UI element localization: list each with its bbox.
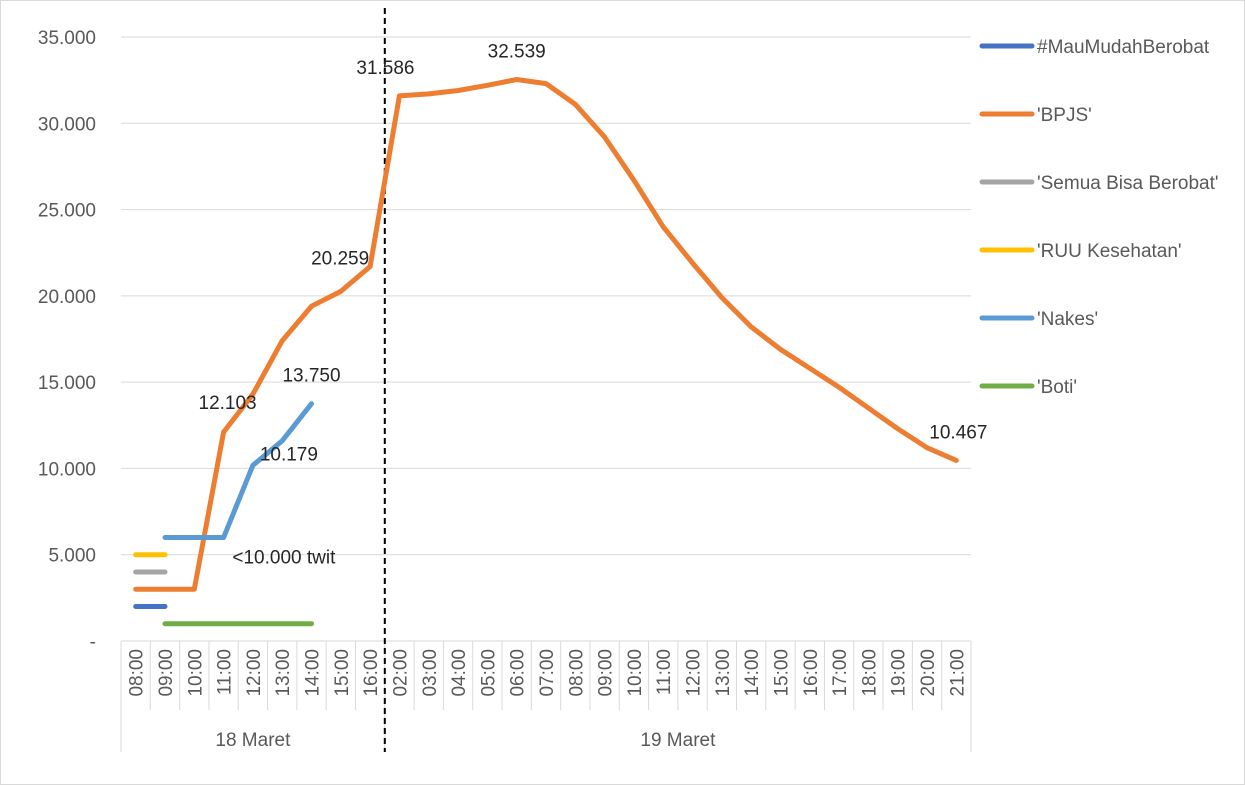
y-tick-label: 30.000 bbox=[38, 114, 96, 135]
annotation-label: <10.000 twit bbox=[232, 547, 336, 568]
x-tick-label: 12:00 bbox=[684, 649, 705, 697]
x-tick-label: 02:00 bbox=[390, 649, 411, 697]
x-tick-label: 08:00 bbox=[127, 649, 148, 697]
x-tick-label: 15:00 bbox=[332, 649, 353, 697]
legend-entry-label: 'Nakes' bbox=[1037, 309, 1098, 330]
x-tick-label: 03:00 bbox=[420, 649, 441, 697]
x-tick-label: 09:00 bbox=[596, 649, 617, 697]
x-tick-label: 17:00 bbox=[830, 649, 851, 697]
y-tick-label: 15.000 bbox=[38, 373, 96, 394]
series-line-4 bbox=[162, 401, 314, 540]
data-label: 13.750 bbox=[282, 366, 340, 387]
legend: #MauMudahBerobat 'BPJS' 'Semua Bisa Beroba… bbox=[979, 37, 1219, 398]
series-line-1 bbox=[133, 77, 959, 592]
y-tick-label: 35.000 bbox=[38, 28, 96, 49]
x-tick-label: 06:00 bbox=[508, 649, 529, 697]
y-tick-label: 10.000 bbox=[38, 459, 96, 480]
data-label: 12.103 bbox=[199, 393, 257, 414]
x-tick-label: 08:00 bbox=[566, 649, 587, 697]
data-labels: 31.586 32.539 20.259 12.103 13.750 10.179 10.4… bbox=[199, 41, 988, 568]
legend-entry-label: 'Semua Bisa Berobat' bbox=[1037, 173, 1219, 194]
y-tick-label: 25.000 bbox=[38, 201, 96, 222]
y-tick-label: 20.000 bbox=[38, 287, 96, 308]
y-tick-label: - bbox=[90, 632, 96, 653]
x-tick-label: 15:00 bbox=[771, 649, 792, 697]
legend-entry-label: 'Boti' bbox=[1037, 377, 1077, 398]
x-tick-label: 13:00 bbox=[713, 649, 734, 697]
x-tick-label: 05:00 bbox=[478, 649, 499, 697]
series-lines bbox=[133, 77, 959, 627]
data-label: 31.586 bbox=[356, 58, 414, 79]
group-label: 19 Maret bbox=[640, 730, 716, 751]
x-axis: 08:00 09:00 10:00 11:00 12:00 13:00 14:00 15:00… bbox=[120, 8, 972, 752]
x-tick-label: 16:00 bbox=[801, 649, 822, 697]
data-label: 10.467 bbox=[929, 422, 987, 443]
data-label: 32.539 bbox=[488, 41, 546, 62]
x-tick-label: 04:00 bbox=[449, 649, 470, 697]
x-tick-label: 21:00 bbox=[947, 649, 968, 697]
x-tick-label: 11:00 bbox=[215, 649, 236, 695]
legend-entry-label: 'BPJS' bbox=[1037, 105, 1092, 126]
x-tick-label: 20:00 bbox=[918, 649, 939, 697]
x-tick-label: 07:00 bbox=[537, 649, 558, 697]
x-tick-label: 18:00 bbox=[859, 649, 880, 697]
group-label: 18 Maret bbox=[215, 730, 291, 751]
x-tick-label: 14:00 bbox=[742, 649, 763, 697]
y-tick-label: 5.000 bbox=[48, 546, 96, 567]
legend-entry-label: 'RUU Kesehatan' bbox=[1037, 241, 1182, 262]
x-tick-label: 14:00 bbox=[303, 649, 324, 697]
x-tick-label: 10:00 bbox=[185, 649, 206, 697]
y-axis: - 5.000 10.000 15.000 20.000 25.000 30.000 35.0… bbox=[38, 28, 96, 653]
legend-entry-label: #MauMudahBerobat bbox=[1037, 37, 1210, 58]
x-tick-label: 09:00 bbox=[156, 649, 177, 697]
x-tick-label: 16:00 bbox=[361, 649, 382, 697]
data-label: 10.179 bbox=[260, 444, 318, 465]
x-tick-label: 12:00 bbox=[244, 649, 265, 697]
x-tick-label: 19:00 bbox=[889, 649, 910, 697]
x-tick-label: 11:00 bbox=[654, 649, 675, 695]
x-tick-label: 10:00 bbox=[625, 649, 646, 697]
x-tick-label: 13:00 bbox=[273, 649, 294, 697]
data-label: 20.259 bbox=[311, 249, 369, 270]
